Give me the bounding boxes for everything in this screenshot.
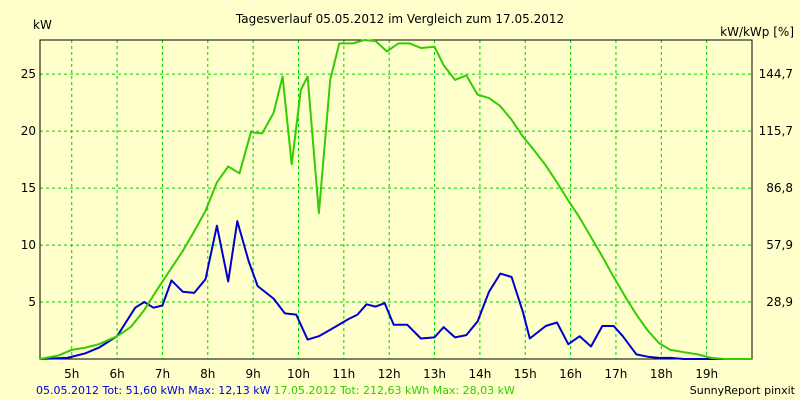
legend-series-17-05-2012-text: 17.05.2012 Tot: 212,63 kWh Max: 28,03 kW	[273, 384, 515, 397]
y-tick-label-right-28-9: 28,9	[766, 295, 793, 309]
x-tick-label-7h: 7h	[155, 367, 170, 381]
y-tick-label-left-25: 25	[21, 67, 36, 81]
legend-series-05-05-2012: 05.05.2012 Tot: 51,60 kWh Max: 12,13 kW 1…	[36, 384, 515, 397]
series-lines	[39, 39, 752, 360]
y-tick-label-right-86-8: 86,8	[766, 181, 793, 195]
plot-frame	[39, 39, 753, 360]
x-tick-label-11h: 11h	[332, 367, 355, 381]
x-tick-label-9h: 9h	[246, 367, 261, 381]
x-tick-label-19h: 19h	[695, 367, 718, 381]
x-tick-label-5h: 5h	[64, 367, 79, 381]
chart-title: Tagesverlauf 05.05.2012 im Vergleich zum…	[235, 12, 564, 26]
x-tick-label-17h: 17h	[605, 367, 628, 381]
axis-tick-labels: 5h 6h 7h 8h 9h 10h 11h 12h 13h 14h 15h 16h 17h 18h 19h…	[21, 67, 793, 381]
x-tick-label-10h: 10h	[287, 367, 310, 381]
series-line-17-05-2012	[39, 39, 752, 360]
y-tick-label-left-5: 5	[28, 295, 36, 309]
series-line-05-05-2012	[39, 220, 752, 360]
grid-lines	[40, 40, 752, 359]
y-tick-label-right-115-7: 115,7	[759, 124, 793, 138]
y-axis-label-right: kW/kWp [%]	[720, 25, 794, 39]
credit-text: SunnyReport pinxit	[690, 384, 796, 397]
x-tick-label-8h: 8h	[200, 367, 215, 381]
x-tick-label-16h: 16h	[559, 367, 582, 381]
x-tick-label-18h: 18h	[650, 367, 673, 381]
x-tick-label-14h: 14h	[468, 367, 491, 381]
y-tick-label-right-57-9: 57,9	[766, 238, 793, 252]
y-tick-label-left-15: 15	[21, 181, 36, 195]
y-tick-label-left-10: 10	[21, 238, 36, 252]
x-tick-label-12h: 12h	[378, 367, 401, 381]
y-axis-label-left: kW	[33, 18, 52, 32]
legend-series-05-05-2012-text: 05.05.2012 Tot: 51,60 kWh Max: 12,13 kW	[36, 384, 271, 397]
x-tick-label-6h: 6h	[109, 367, 124, 381]
x-tick-label-15h: 15h	[514, 367, 537, 381]
y-tick-label-left-20: 20	[21, 124, 36, 138]
x-tick-label-13h: 13h	[423, 367, 446, 381]
y-tick-label-right-144-7: 144,7	[759, 67, 793, 81]
